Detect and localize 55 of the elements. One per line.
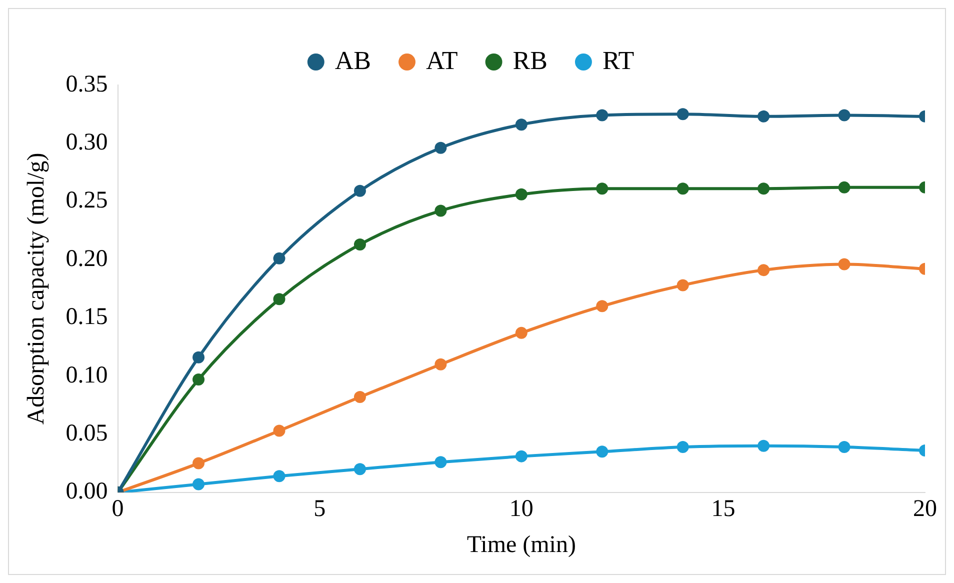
point (758, 264, 770, 276)
point (434, 456, 447, 468)
point (192, 457, 205, 470)
point (758, 182, 770, 195)
point (596, 109, 608, 122)
point (838, 181, 850, 194)
point (838, 441, 850, 454)
y-tick-label: 0.35 (66, 71, 108, 98)
point (192, 478, 205, 490)
point (676, 108, 689, 120)
x-tick-label: 20 (913, 496, 937, 522)
point (596, 300, 608, 312)
legend-label: RB (512, 46, 548, 75)
point (273, 293, 286, 306)
point (354, 238, 366, 250)
point (596, 182, 608, 195)
point (434, 142, 447, 154)
point (758, 440, 770, 452)
x-tick-label: 5 (314, 496, 326, 522)
point (273, 424, 286, 437)
point (676, 441, 689, 454)
x-axis-title: Time (min) (466, 532, 576, 558)
point (515, 188, 528, 200)
y-tick-label: 0.20 (66, 246, 108, 272)
point (192, 351, 205, 364)
point (273, 252, 286, 264)
point (354, 463, 366, 476)
point (758, 110, 770, 122)
point (515, 118, 528, 131)
legend-label: AB (334, 46, 372, 75)
point (354, 184, 366, 197)
x-tick-label: 10 (509, 496, 534, 522)
point (434, 204, 447, 217)
point (273, 470, 286, 482)
point (838, 258, 850, 270)
legend-label: RT (602, 46, 634, 75)
point (192, 373, 205, 386)
point (676, 279, 689, 292)
y-tick-label: 0.15 (66, 304, 108, 330)
point (515, 326, 528, 339)
y-tick-label: 0.30 (66, 129, 108, 156)
y-tick-label: 0.05 (66, 420, 108, 446)
x-tick-label: 0 (112, 496, 124, 522)
point (434, 358, 447, 370)
y-tick-label: 0.10 (66, 362, 108, 388)
y-tick-label: 0.00 (66, 478, 108, 505)
point (596, 446, 608, 458)
y-axis-title: Adsorption capacity (mol/g) (24, 152, 50, 425)
x-tick-label: 15 (711, 496, 736, 522)
point (676, 182, 689, 195)
y-tick-label: 0.25 (66, 188, 108, 214)
point (838, 109, 850, 122)
point (515, 450, 528, 462)
legend-label: AT (426, 46, 458, 75)
point (354, 390, 366, 403)
